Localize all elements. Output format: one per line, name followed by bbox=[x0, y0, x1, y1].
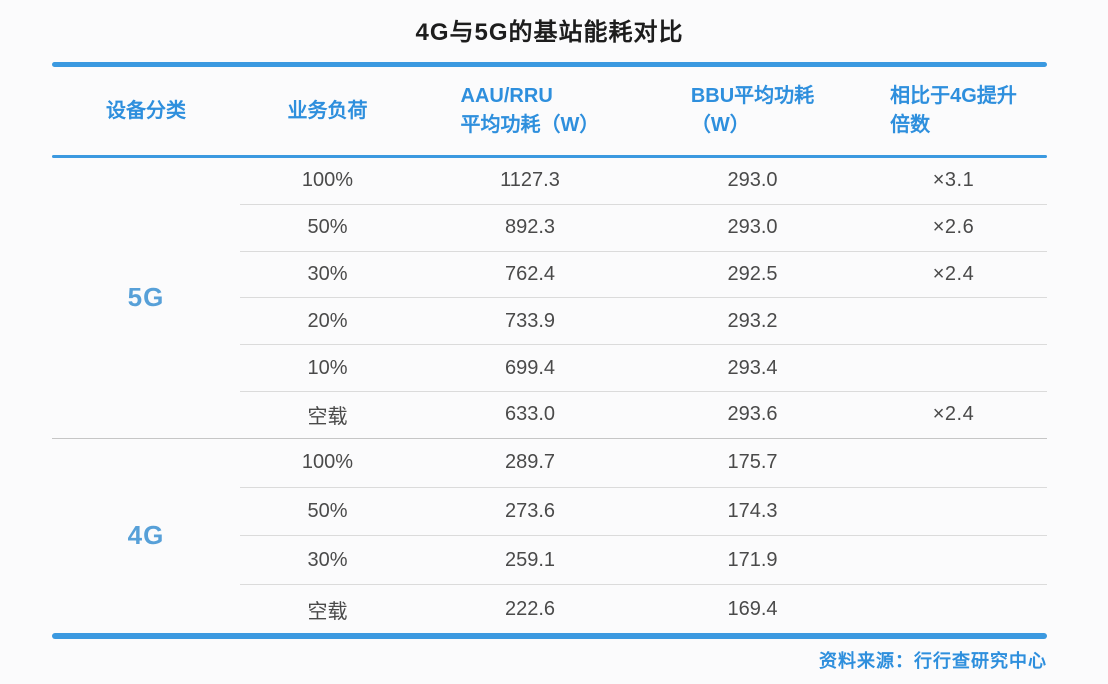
cell-aau-power: 273.6 bbox=[504, 499, 556, 522]
cell-multiple: ×2.4 bbox=[932, 403, 975, 426]
cell-load: 10% bbox=[307, 356, 348, 379]
cell-bbu-power: 293.0 bbox=[727, 169, 778, 192]
cell-aau-power: 892.3 bbox=[504, 216, 556, 239]
cell-multiple: ×2.4 bbox=[932, 262, 975, 285]
cell-bbu-power: 293.6 bbox=[727, 403, 778, 426]
cell-bbu-power: 293.4 bbox=[727, 356, 778, 379]
table-row: 空载 222.6 169.4 bbox=[240, 584, 1047, 633]
table-row: 10% 699.4 293.4 bbox=[240, 344, 1047, 391]
header-aau-rru-power: AAU/RRU 平均功耗（W） bbox=[415, 82, 645, 140]
group-5g-rows: 100% 1127.3 293.0 ×3.1 50% 892.3 293.0 ×… bbox=[240, 158, 1047, 438]
data-source-note: 资料来源：行行查研究中心 bbox=[819, 651, 1047, 671]
table-row: 50% 892.3 293.0 ×2.6 bbox=[240, 203, 1047, 251]
cell-aau-power: 633.0 bbox=[504, 403, 556, 426]
cell-bbu-power: 175.7 bbox=[727, 451, 778, 474]
group-label-5g: 5G bbox=[127, 282, 165, 313]
table-row: 100% 289.7 175.7 bbox=[240, 439, 1047, 487]
cell-multiple: ×3.1 bbox=[932, 169, 975, 192]
cell-load: 20% bbox=[307, 309, 348, 332]
cell-aau-power: 762.4 bbox=[504, 262, 556, 285]
cell-load: 30% bbox=[307, 548, 348, 571]
cell-aau-power: 1127.3 bbox=[500, 169, 560, 192]
table-row: 30% 259.1 171.9 bbox=[240, 535, 1047, 584]
cell-bbu-power: 293.2 bbox=[727, 309, 778, 332]
cell-load: 100% bbox=[301, 169, 354, 192]
table-row: 30% 762.4 292.5 ×2.4 bbox=[240, 250, 1047, 298]
table-top-rule bbox=[52, 62, 1047, 67]
cell-bbu-power: 171.9 bbox=[727, 548, 778, 571]
cell-load: 空载 bbox=[307, 406, 348, 429]
cell-aau-power: 259.1 bbox=[504, 548, 556, 571]
page-title: 4G与5G的基站能耗对比 bbox=[415, 19, 684, 46]
table-header-row: 设备分类 业务负荷 AAU/RRU 平均功耗（W） BBU平均功耗 （W） 相比… bbox=[52, 67, 1047, 155]
header-device-category: 设备分类 bbox=[52, 97, 240, 126]
header-aau-rru-power-label: AAU/RRU 平均功耗（W） bbox=[460, 85, 600, 136]
header-traffic-load-label: 业务负荷 bbox=[287, 99, 368, 122]
cell-load: 100% bbox=[301, 451, 354, 474]
table-header-rule bbox=[52, 155, 1047, 158]
cell-load: 30% bbox=[307, 262, 348, 285]
cell-aau-power: 699.4 bbox=[504, 356, 556, 379]
table-group-4g: 4G 100% 289.7 175.7 50% 273.6 174.3 30% … bbox=[52, 437, 1047, 633]
cell-aau-power: 222.6 bbox=[504, 597, 556, 620]
cell-bbu-power: 292.5 bbox=[727, 262, 778, 285]
cell-bbu-power: 169.4 bbox=[727, 597, 778, 620]
table-row: 100% 1127.3 293.0 ×3.1 bbox=[240, 158, 1047, 204]
cell-load: 50% bbox=[307, 499, 348, 522]
header-bbu-power: BBU平均功耗 （W） bbox=[645, 82, 860, 140]
table-group-5g: 5G 100% 1127.3 293.0 ×3.1 50% 892.3 293.… bbox=[52, 158, 1047, 438]
cell-multiple: ×2.6 bbox=[932, 216, 975, 239]
cell-load: 空载 bbox=[307, 600, 348, 623]
header-traffic-load: 业务负荷 bbox=[240, 97, 415, 126]
group-4g-rows: 100% 289.7 175.7 50% 273.6 174.3 30% 259… bbox=[240, 439, 1047, 633]
comparison-table: 设备分类 业务负荷 AAU/RRU 平均功耗（W） BBU平均功耗 （W） 相比… bbox=[52, 62, 1047, 639]
header-multiple-vs-4g-label: 相比于4G提升 倍数 bbox=[890, 85, 1017, 136]
cell-aau-power: 733.9 bbox=[504, 309, 556, 332]
group-label-4g: 4G bbox=[127, 520, 165, 551]
table-row: 空载 633.0 293.6 ×2.4 bbox=[240, 390, 1047, 438]
header-device-category-label: 设备分类 bbox=[106, 99, 186, 122]
cell-bbu-power: 293.0 bbox=[727, 216, 778, 239]
table-row: 20% 733.9 293.2 bbox=[240, 297, 1047, 344]
cell-bbu-power: 174.3 bbox=[727, 499, 778, 522]
header-bbu-power-label: BBU平均功耗 （W） bbox=[690, 85, 815, 136]
table-row: 50% 273.6 174.3 bbox=[240, 486, 1047, 536]
cell-aau-power: 289.7 bbox=[504, 451, 556, 474]
cell-load: 50% bbox=[307, 216, 348, 239]
table-bottom-rule bbox=[52, 632, 1047, 639]
header-multiple-vs-4g: 相比于4G提升 倍数 bbox=[860, 82, 1047, 140]
